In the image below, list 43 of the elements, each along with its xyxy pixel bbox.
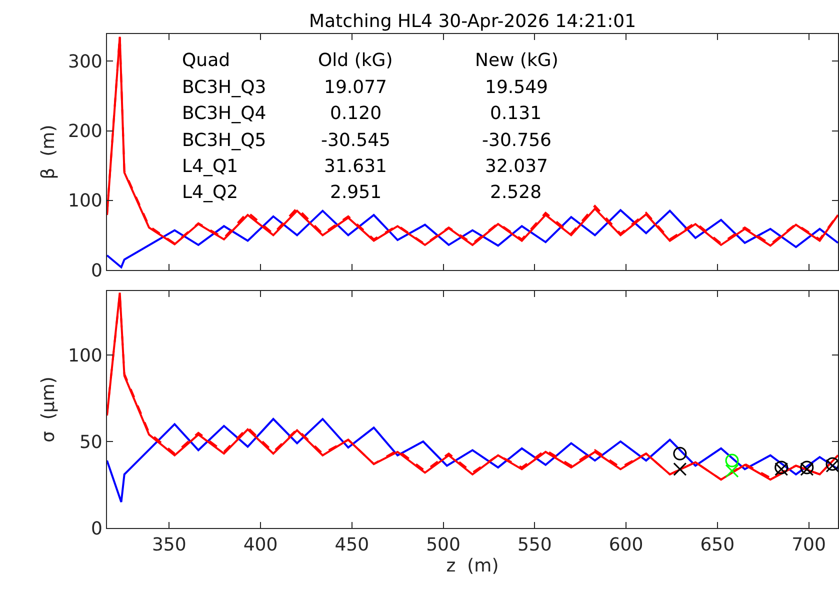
x-tick-label: 600 bbox=[608, 534, 644, 556]
y-axis-title: β (m) bbox=[38, 124, 60, 180]
y-tick-label: 300 bbox=[68, 51, 102, 72]
x-axis-title: z (m) bbox=[446, 556, 499, 577]
point bbox=[673, 462, 687, 476]
annotation: New (kG) bbox=[475, 50, 558, 71]
y-tick-label: 0 bbox=[90, 260, 102, 282]
x-tick-label: 500 bbox=[426, 534, 460, 556]
y-tick-label: 200 bbox=[68, 121, 102, 142]
chart-title: Matching HL4 30-Apr-2026 14:21:01 bbox=[309, 11, 636, 32]
x-tick-label: 650 bbox=[700, 534, 735, 556]
annotation: 19.077 bbox=[324, 77, 387, 98]
line-series bbox=[107, 209, 838, 268]
annotation: L4_Q1 bbox=[182, 156, 238, 177]
x-tick-label: 450 bbox=[334, 534, 370, 556]
annotation: L4_Q2 bbox=[182, 182, 238, 203]
annotation: -30.545 bbox=[321, 130, 390, 151]
point bbox=[673, 446, 687, 460]
annotation: 31.631 bbox=[324, 156, 387, 177]
x-tick-label: 400 bbox=[243, 534, 278, 556]
annotation: BC3H_Q5 bbox=[182, 130, 266, 151]
point bbox=[725, 464, 739, 478]
x-tick-label: 350 bbox=[152, 534, 186, 556]
annotation: Old (kG) bbox=[318, 50, 393, 71]
y-tick-label: 0 bbox=[90, 518, 102, 540]
x-tick-label: 700 bbox=[792, 534, 826, 556]
y-axis-title: σ (μm) bbox=[38, 376, 60, 442]
annotation: BC3H_Q4 bbox=[182, 103, 266, 124]
annotation: 19.549 bbox=[485, 77, 548, 98]
annotation: 32.037 bbox=[485, 156, 548, 177]
annotation: 2.951 bbox=[330, 182, 382, 203]
point bbox=[725, 454, 739, 468]
annotation: 0.120 bbox=[330, 103, 382, 124]
annotation: 2.528 bbox=[490, 182, 542, 203]
y-tick-label: 100 bbox=[68, 345, 102, 366]
annotation: BC3H_Q3 bbox=[182, 77, 266, 98]
y-tick-label: 50 bbox=[79, 432, 102, 453]
x-tick-label: 550 bbox=[517, 534, 552, 556]
y-tick-label: 100 bbox=[68, 190, 102, 212]
annotation: -30.756 bbox=[482, 130, 552, 151]
annotation: Quad bbox=[182, 50, 230, 71]
annotation: 0.131 bbox=[490, 103, 542, 124]
line-series bbox=[107, 418, 838, 504]
